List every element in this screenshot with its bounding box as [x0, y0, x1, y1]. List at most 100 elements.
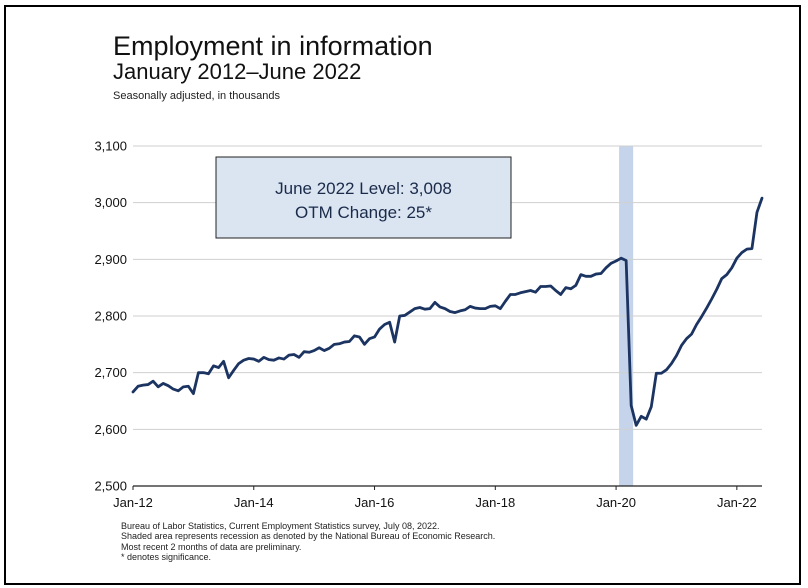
data-point [746, 248, 748, 250]
data-point [625, 259, 627, 262]
data-point [650, 406, 652, 408]
data-point [595, 273, 597, 275]
data-point [716, 288, 718, 290]
data-point [197, 372, 200, 374]
data-point [187, 385, 189, 387]
data-point [519, 292, 522, 294]
data-point [298, 356, 300, 358]
data-point [514, 293, 517, 296]
data-point [172, 388, 174, 390]
data-point [293, 353, 295, 356]
y-tick-label: 2,900 [94, 252, 127, 267]
data-point [529, 289, 532, 292]
data-point [278, 357, 280, 359]
data-point [670, 363, 673, 365]
data-point [253, 358, 255, 360]
data-point [328, 347, 330, 349]
data-point [580, 274, 582, 276]
x-tick-label: Jan-18 [475, 495, 515, 510]
data-point [545, 285, 547, 288]
data-point [333, 343, 335, 345]
data-point [368, 338, 371, 340]
data-point [147, 383, 149, 386]
data-point [157, 386, 159, 388]
data-point [384, 323, 386, 326]
chart-frame [4, 5, 801, 585]
data-point [132, 391, 134, 393]
data-point [479, 308, 481, 310]
footnotes: Bureau of Labor Statistics, Current Empl… [121, 521, 495, 563]
data-point [680, 344, 683, 347]
footnote-recession: Shaded area represents recession as deno… [121, 531, 496, 542]
data-point [419, 306, 421, 309]
data-point [454, 312, 456, 314]
data-point [323, 349, 325, 352]
data-point [394, 341, 396, 343]
data-point [177, 390, 179, 392]
data-point [318, 347, 320, 349]
x-tick-label: Jan-20 [596, 495, 636, 510]
data-point [313, 349, 315, 352]
data-point [509, 293, 511, 296]
callout-level: June 2022 Level: 3,008 [275, 179, 452, 198]
data-point [389, 321, 391, 323]
data-point [258, 360, 260, 362]
data-point [243, 359, 245, 361]
data-point [439, 306, 441, 308]
data-point [570, 288, 572, 290]
data-point [489, 305, 491, 307]
data-point [655, 372, 657, 374]
data-point [288, 354, 290, 356]
data-point [363, 343, 366, 345]
data-point [434, 301, 436, 303]
callout-box [215, 156, 512, 239]
data-point [449, 310, 451, 313]
data-point [550, 285, 552, 287]
data-point [590, 275, 592, 277]
y-tick-label: 3,000 [94, 195, 127, 210]
data-point [610, 262, 612, 264]
data-point [429, 308, 431, 310]
data-point [404, 314, 406, 317]
callout-change: OTM Change: 25* [295, 203, 432, 222]
data-point [494, 305, 496, 307]
data-point [373, 336, 376, 338]
data-point [228, 377, 230, 379]
data-point [308, 351, 310, 353]
y-tick-label: 2,600 [94, 422, 127, 437]
chart-title: Employment in information [113, 31, 433, 61]
data-point [192, 393, 194, 395]
data-point [665, 369, 667, 371]
y-tick-label: 2,700 [94, 365, 127, 380]
data-point [660, 372, 662, 374]
data-point [701, 315, 703, 318]
data-point [238, 363, 240, 365]
footnote-preliminary: Most recent 2 months of data are prelimi… [121, 541, 302, 552]
data-point [640, 415, 642, 417]
data-point [182, 386, 184, 388]
data-point [444, 308, 446, 310]
data-point [605, 267, 607, 269]
data-point [222, 360, 225, 362]
data-point [152, 380, 154, 382]
data-point [630, 404, 632, 407]
data-point [207, 373, 210, 375]
data-point [600, 272, 602, 275]
data-point [142, 384, 144, 386]
data-point [539, 285, 542, 288]
data-point [268, 359, 270, 361]
data-point [695, 323, 698, 326]
data-point [303, 351, 305, 353]
data-point [499, 308, 501, 310]
data-point [353, 335, 356, 337]
data-point [726, 274, 728, 276]
data-point [565, 287, 567, 289]
chart-subtitle: January 2012–June 2022 [113, 59, 362, 84]
x-tick-label: Jan-14 [234, 495, 274, 510]
data-point [202, 372, 205, 374]
data-point [706, 307, 708, 309]
data-point [711, 298, 713, 300]
data-point [756, 211, 758, 213]
data-point [635, 424, 637, 426]
